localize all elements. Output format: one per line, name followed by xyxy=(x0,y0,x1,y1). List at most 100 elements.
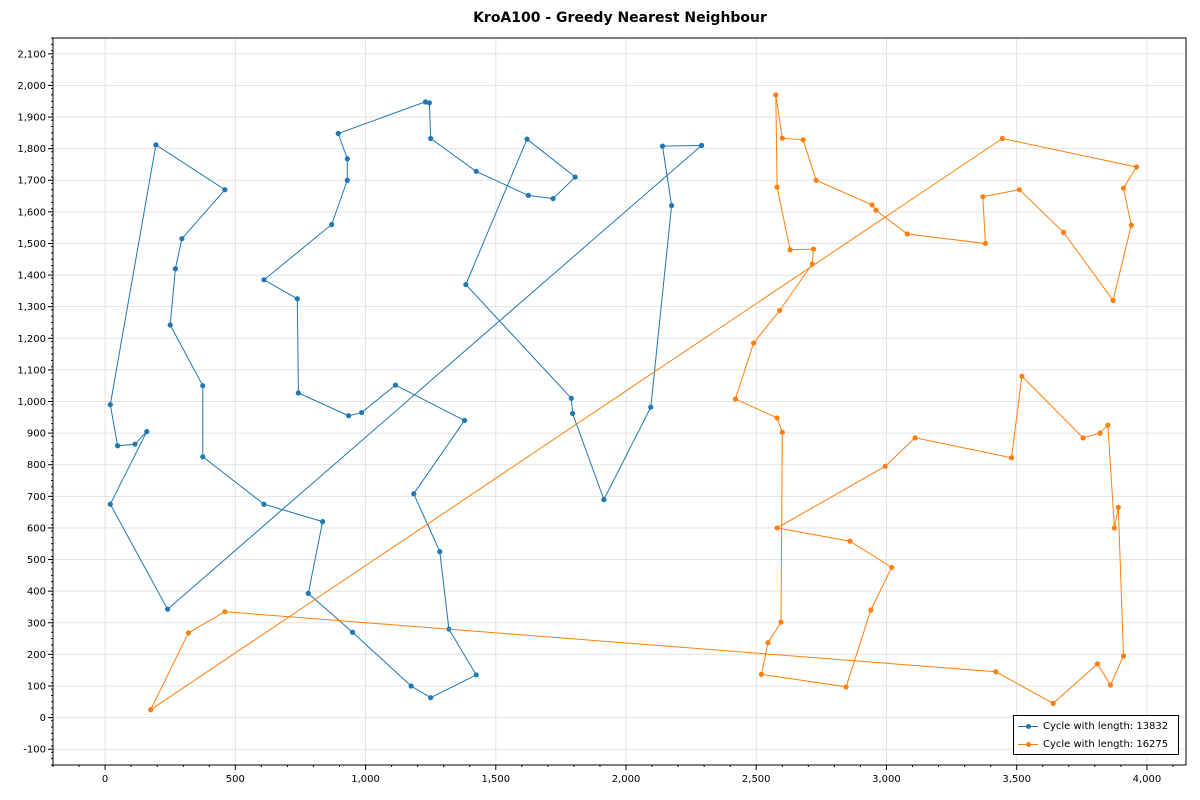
series-1-point xyxy=(305,590,311,596)
series-2-point xyxy=(1105,422,1111,428)
series-1-point xyxy=(107,402,113,408)
legend: Cycle with length: 13832 Cycle with leng… xyxy=(1013,715,1179,755)
series-2-point xyxy=(869,202,875,208)
series-1-point xyxy=(346,413,352,419)
chart-title: KroA100 - Greedy Nearest Neighbour xyxy=(473,10,767,26)
series-2-point xyxy=(778,619,784,625)
y-tick-label-9: 800 xyxy=(27,460,46,471)
series-2-point xyxy=(779,429,785,435)
series-2-point xyxy=(751,340,757,346)
series-2-point xyxy=(1008,455,1015,461)
series-2-point xyxy=(843,684,849,690)
series-1-point xyxy=(437,549,443,555)
series-2-point xyxy=(980,194,986,200)
series-1-point xyxy=(344,177,350,183)
legend-entry-2: Cycle with length: 16275 xyxy=(1018,737,1168,753)
series-2-point xyxy=(1115,504,1121,510)
series-1-point xyxy=(172,266,179,272)
series-2-point xyxy=(1133,164,1140,170)
series-1-point xyxy=(329,221,335,228)
y-tick-label-6: 500 xyxy=(27,555,46,566)
series-1-point xyxy=(165,606,171,612)
series-1-point xyxy=(335,130,341,137)
series-2-point xyxy=(222,609,228,615)
series-1-point xyxy=(294,296,300,302)
y-tick-label-0: -100 xyxy=(23,745,46,756)
series-1-point xyxy=(698,142,705,149)
series-2-point xyxy=(904,231,910,237)
series-2-point xyxy=(1097,430,1103,436)
x-tick-label-0: 0 xyxy=(102,774,108,785)
series-2-point xyxy=(1110,297,1116,303)
y-tick-label-3: 200 xyxy=(27,650,46,661)
series-1-point xyxy=(428,135,434,142)
series-2-point xyxy=(800,137,806,143)
series-2-point xyxy=(774,525,780,531)
series-2-point xyxy=(758,671,765,677)
series-1-point xyxy=(570,410,576,417)
y-tick-label-2: 100 xyxy=(27,681,46,692)
series-2-point xyxy=(1111,525,1117,531)
series-2-point xyxy=(993,669,999,675)
series-2-point xyxy=(999,135,1005,142)
series-1-point xyxy=(132,441,138,447)
series-2-point xyxy=(1016,187,1022,193)
series-1-point xyxy=(426,100,432,106)
x-tick-label-4: 2,000 xyxy=(612,774,641,785)
series-1-point xyxy=(668,202,675,209)
series-1-point xyxy=(411,491,417,497)
series-1-point xyxy=(428,695,434,701)
series-2-point xyxy=(982,240,989,247)
series-2-point xyxy=(1019,373,1025,379)
y-tick-label-4: 300 xyxy=(27,618,46,629)
series-2-point xyxy=(148,707,154,713)
series-1-point xyxy=(568,395,574,401)
series-1-point xyxy=(200,383,206,389)
series-2-point xyxy=(847,538,853,544)
y-tick-label-15: 1,400 xyxy=(17,271,46,282)
series-2-point xyxy=(889,564,895,571)
y-tick-label-11: 1,000 xyxy=(17,397,46,408)
series-1-point xyxy=(107,501,113,507)
series-1-point xyxy=(319,519,326,525)
series-1-point xyxy=(261,501,267,507)
series-2-point xyxy=(779,135,785,141)
series-2-point xyxy=(912,435,918,441)
series-1-point xyxy=(572,174,578,180)
series-1 xyxy=(107,99,705,701)
series-1-point xyxy=(392,382,399,388)
series-2-point xyxy=(777,307,783,314)
y-tick-label-12: 1,100 xyxy=(17,365,46,376)
series-2-point xyxy=(1128,222,1134,228)
series-2-point xyxy=(868,607,874,613)
x-tick-label-3: 1,500 xyxy=(481,774,510,785)
grid-layer xyxy=(53,38,1186,765)
series-1-point xyxy=(422,99,429,105)
series-2-point xyxy=(1060,229,1067,235)
y-tick-label-1: 0 xyxy=(40,713,46,724)
series-1-point xyxy=(349,629,356,635)
series-2-point xyxy=(1050,700,1056,706)
y-tick-label-18: 1,700 xyxy=(17,176,46,187)
y-tick-label-20: 1,900 xyxy=(17,113,46,124)
series-2-point xyxy=(1120,185,1127,191)
series-2-point xyxy=(809,261,815,267)
legend-label-1: Cycle with length: 13832 xyxy=(1043,721,1169,732)
x-tick-label-6: 3,000 xyxy=(872,774,901,785)
y-tick-label-17: 1,600 xyxy=(17,207,46,218)
legend-entry-1: Cycle with length: 13832 xyxy=(1018,719,1168,735)
series-2-point xyxy=(774,415,780,421)
series-1-point xyxy=(524,136,530,142)
series-2-point xyxy=(1107,682,1114,688)
series-1-point xyxy=(408,683,414,689)
series-2-point xyxy=(1094,661,1101,667)
series-2-point xyxy=(882,463,888,469)
y-tick-label-16: 1,500 xyxy=(17,239,46,250)
series-2-line xyxy=(150,94,1138,711)
series-2 xyxy=(148,92,1140,713)
series-1-point xyxy=(179,236,185,242)
series-1-point xyxy=(473,672,479,678)
y-tick-label-13: 1,200 xyxy=(17,334,46,345)
y-tick-label-14: 1,300 xyxy=(17,302,46,313)
